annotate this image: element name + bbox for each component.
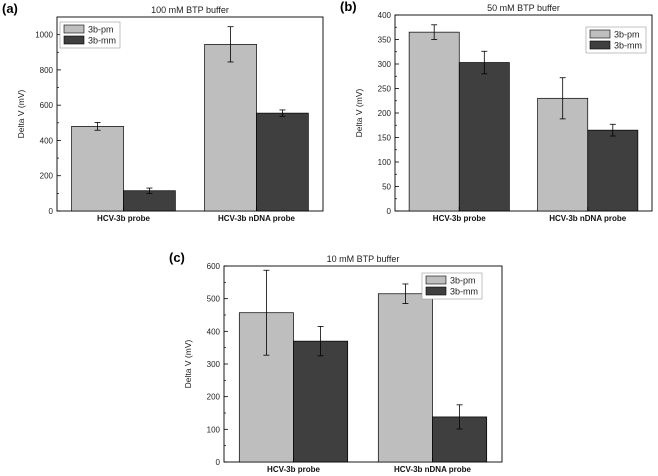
x-tick-label: HCV-3b probe (433, 214, 486, 223)
y-tick-label: 100 (378, 158, 392, 167)
y-tick-label: 400 (40, 136, 54, 145)
y-tick-label: 100 (207, 425, 221, 434)
plot-frame (56, 16, 324, 212)
legend-entry: 3b-pm (614, 30, 640, 40)
y-tick-label: 400 (378, 11, 392, 20)
y-tick-label: 0 (216, 458, 221, 467)
panel-label: (c) (169, 250, 185, 265)
chart-title: 50 mM BTP buffer (487, 3, 560, 13)
bar (71, 125, 124, 212)
legend-swatch (63, 24, 85, 34)
panel-c: 0 100 200 300 400 500 600 HCV-3b probe HCV-3b nD… (169, 250, 503, 474)
legend-swatch (589, 40, 611, 50)
bar (377, 293, 433, 463)
legend-entry: 3b-mm (614, 41, 642, 51)
y-tick-label: 350 (378, 36, 392, 45)
panel-label: (a) (2, 1, 18, 16)
y-tick-label: 300 (207, 360, 221, 369)
legend-swatch (425, 275, 447, 285)
panel-a: 0 200 400 600 800 1000 HCV-3b probe HCV-3b nDNA… (2, 1, 324, 223)
bar (587, 129, 639, 212)
y-tick-label: 0 (49, 207, 54, 216)
y-tick-label: 250 (378, 85, 392, 94)
y-tick-label: 200 (378, 109, 392, 118)
y-axis-label: Delta V (mV) (183, 340, 193, 389)
x-tick-label: HCV-3b probe (267, 465, 320, 474)
legend-entry: 3b-mm (88, 36, 116, 46)
y-tick-label: 200 (207, 393, 221, 402)
legend-entry: 3b-pm (88, 25, 114, 35)
y-tick-label: 600 (40, 101, 54, 110)
y-tick-label: 0 (387, 207, 392, 216)
legend-entry: 3b-pm (450, 276, 476, 286)
x-tick-label: HCV-3b nDNA probe (218, 214, 296, 223)
panel-b: 0 50 100 150 200 250 300 350 400 HCV-3b probe HCV-… (340, 0, 653, 223)
x-tick-label: HCV-3b nDNA probe (394, 465, 472, 474)
x-tick-label: HCV-3b probe (97, 214, 150, 223)
y-tick-label: 150 (378, 134, 392, 143)
y-tick-label: 400 (207, 327, 221, 336)
legend-swatch (63, 35, 85, 45)
chart-title: 100 mM BTP buffer (151, 5, 229, 15)
y-tick-label: 500 (207, 295, 221, 304)
bar (204, 43, 257, 212)
y-tick-label: 600 (207, 262, 221, 271)
legend-swatch (589, 29, 611, 39)
x-tick-label: HCV-3b nDNA probe (549, 214, 627, 223)
y-tick-label: 300 (378, 60, 392, 69)
y-tick-label: 200 (40, 172, 54, 181)
bar (256, 112, 309, 212)
bar (293, 340, 349, 463)
y-axis-label: Delta V (mV) (16, 90, 26, 139)
legend-entry: 3b-mm (450, 287, 478, 297)
bar (458, 62, 510, 212)
legend-swatch (425, 286, 447, 296)
panel-label: (b) (340, 0, 357, 14)
chart-title: 10 mM BTP buffer (327, 254, 400, 264)
y-axis-label: Delta V (mV) (354, 89, 364, 138)
bar (408, 31, 460, 212)
y-tick-label: 1000 (35, 31, 53, 40)
y-tick-label: 800 (40, 66, 54, 75)
y-tick-label: 50 (382, 183, 391, 192)
